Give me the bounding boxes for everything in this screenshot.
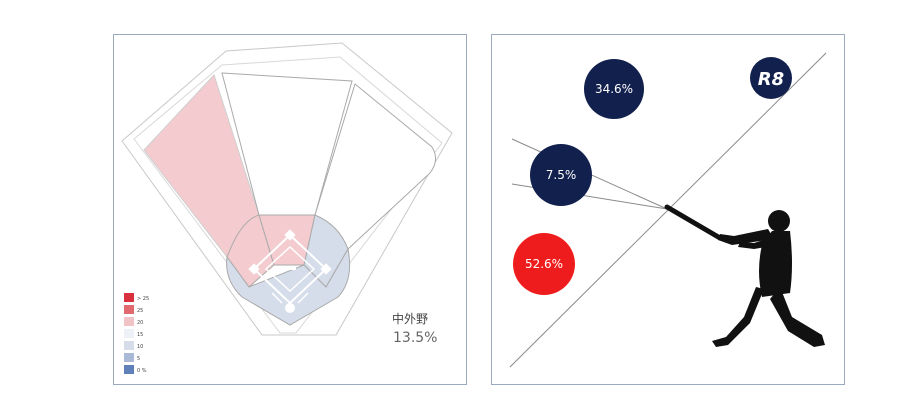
- infield-diamond-inner: [264, 245, 316, 293]
- logo-badge: [750, 57, 792, 99]
- r8-logo: R8: [750, 57, 792, 99]
- field-heatmap-svg: > 25 25 20 15 10 5 0 %: [121, 42, 453, 374]
- legend-label: 15: [137, 332, 143, 338]
- third-base: [248, 263, 260, 275]
- bubble: 7.5%: [530, 144, 592, 206]
- batter-torso: [759, 231, 792, 297]
- bubble-circle: [513, 233, 575, 295]
- infield-near-zone: [226, 247, 351, 326]
- legend-swatch: [124, 293, 134, 302]
- swing-angle-panel: 34.6% 7.5% 52.6% R8: [491, 34, 845, 385]
- batter-leg-front: [712, 287, 764, 347]
- batter-arm: [718, 229, 774, 245]
- batter-arm-back: [738, 237, 778, 249]
- legend-swatch: [124, 329, 134, 338]
- bat: [664, 204, 723, 241]
- home-plate: [285, 303, 295, 313]
- legend-label: 25: [137, 308, 143, 314]
- field-heatmap-panel: > 25 25 20 15 10 5 0 % 中外野 13.5%: [113, 34, 467, 385]
- legend-label: 5: [137, 356, 140, 362]
- batter-leg-back: [770, 287, 825, 347]
- first-base: [320, 263, 332, 275]
- legend-swatch: [124, 341, 134, 350]
- foul-line-outline: [133, 56, 443, 334]
- second-base: [284, 229, 296, 241]
- bubble-label: 52.6%: [525, 257, 563, 271]
- logo-text: R8: [758, 69, 784, 90]
- batter-silhouette: [664, 204, 825, 347]
- outfield-right-zone: [314, 83, 436, 250]
- pitcher-mound: [284, 266, 296, 270]
- legend-swatch: [124, 317, 134, 326]
- bubble-circle: [530, 144, 592, 206]
- swing-angle-svg: 34.6% 7.5% 52.6% R8: [509, 52, 827, 368]
- bubble: 52.6%: [513, 233, 575, 295]
- outer-fence-outline: [121, 42, 453, 336]
- zone-name-label: 中外野: [392, 312, 429, 326]
- bubble: 34.6%: [584, 59, 644, 119]
- legend-label: 20: [137, 320, 143, 326]
- legend-label: > 25: [137, 296, 149, 302]
- legend-label: 0 %: [137, 368, 147, 374]
- bubble-label: 34.6%: [595, 82, 633, 96]
- batter-head: [768, 210, 790, 232]
- legend-swatch: [124, 353, 134, 362]
- batter-box-right: [297, 292, 309, 304]
- legend-label: 10: [137, 344, 143, 350]
- bubble-label: 7.5%: [546, 168, 577, 182]
- zone-percentage: 13.5%: [393, 330, 438, 346]
- legend-swatch: [124, 365, 134, 374]
- heatmap-legend: > 25 25 20 15 10 5 0 %: [124, 293, 149, 374]
- legend-swatch: [124, 305, 134, 314]
- batter-box-left: [271, 292, 283, 304]
- bubble-circle: [584, 59, 644, 119]
